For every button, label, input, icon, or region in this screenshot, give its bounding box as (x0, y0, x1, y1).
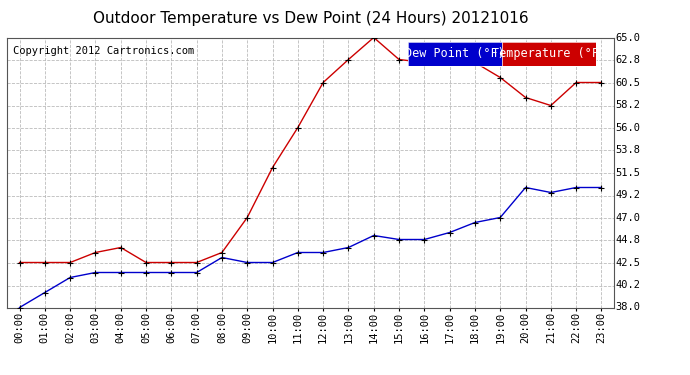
Text: Outdoor Temperature vs Dew Point (24 Hours) 20121016: Outdoor Temperature vs Dew Point (24 Hou… (92, 11, 529, 26)
Text: 44.8: 44.8 (615, 234, 640, 244)
Text: Copyright 2012 Cartronics.com: Copyright 2012 Cartronics.com (13, 46, 194, 56)
Text: 56.0: 56.0 (615, 123, 640, 132)
Text: 42.5: 42.5 (615, 258, 640, 267)
Text: 65.0: 65.0 (615, 33, 640, 42)
Text: 47.0: 47.0 (615, 213, 640, 222)
Text: 53.8: 53.8 (615, 144, 640, 154)
Text: 51.5: 51.5 (615, 168, 640, 177)
Text: 58.2: 58.2 (615, 100, 640, 111)
Text: 49.2: 49.2 (615, 190, 640, 201)
Text: 60.5: 60.5 (615, 78, 640, 87)
Text: 62.8: 62.8 (615, 54, 640, 64)
Text: 40.2: 40.2 (615, 280, 640, 291)
Text: 38.0: 38.0 (615, 303, 640, 312)
